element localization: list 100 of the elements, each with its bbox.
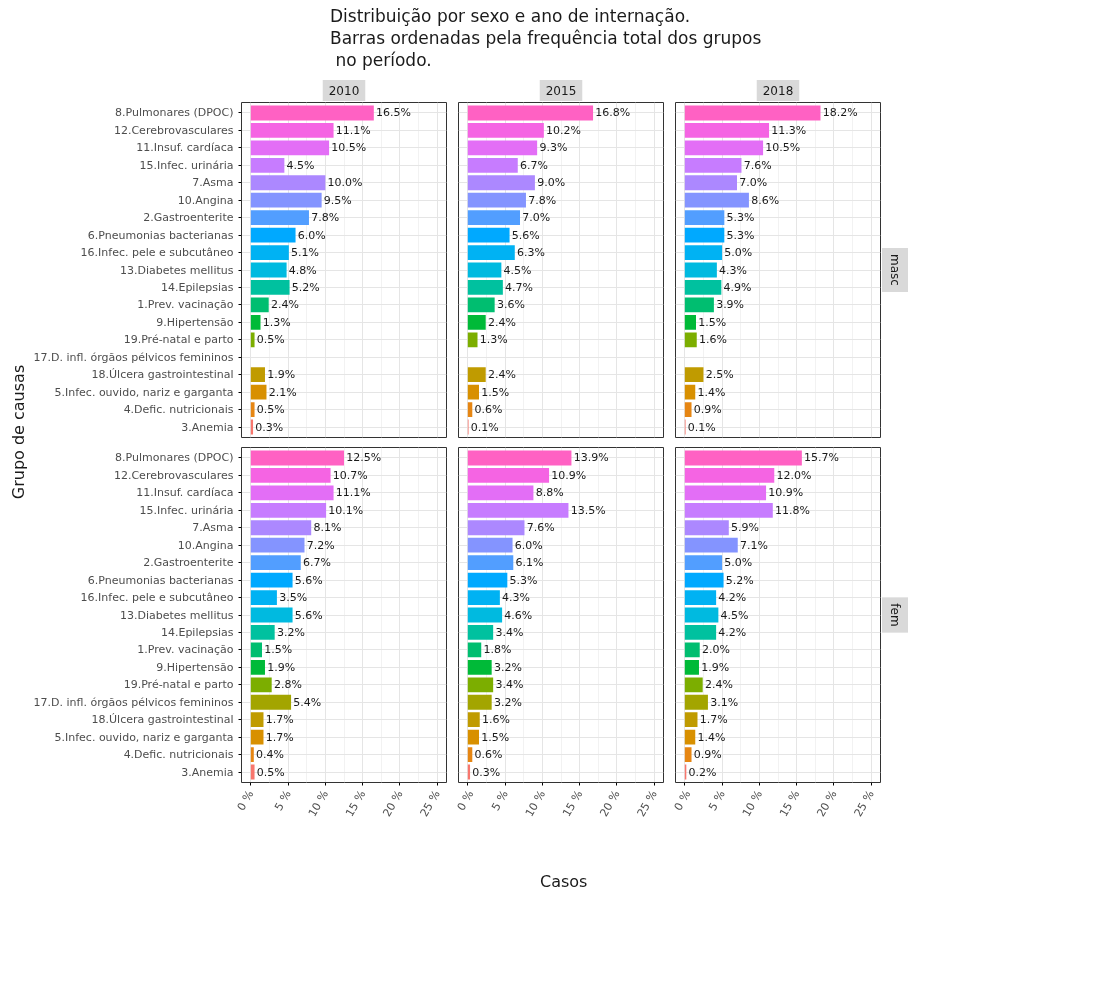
data-label: 3.9% xyxy=(716,298,745,312)
data-label: 1.3% xyxy=(262,316,291,330)
data-label: 3.6% xyxy=(496,298,525,312)
bar xyxy=(467,402,473,418)
bar xyxy=(250,158,285,174)
data-label: 16.5% xyxy=(376,106,412,120)
data-label: 10.5% xyxy=(765,141,801,155)
data-label: 2.4% xyxy=(487,368,516,382)
data-label: 10.2% xyxy=(546,124,582,138)
data-label: 10.9% xyxy=(551,469,587,483)
y-tick-label: 18.Úlcera gastrointestinal xyxy=(91,713,234,727)
x-tick-label: 15 % xyxy=(777,788,803,820)
x-tick-label: 0 % xyxy=(671,788,694,814)
data-label: 0.3% xyxy=(472,765,501,779)
data-label: 1.4% xyxy=(697,385,726,399)
data-label: 0.5% xyxy=(256,403,285,417)
data-label: 3.2% xyxy=(493,661,522,675)
data-label: 1.7% xyxy=(699,713,728,727)
data-label: 5.9% xyxy=(731,521,759,535)
y-tick-label: 14.Epilepsias xyxy=(160,626,234,640)
x-tick-label: 15 % xyxy=(343,788,369,820)
data-label: 4.6% xyxy=(504,608,533,622)
x-tick-label: 0 % xyxy=(454,788,477,814)
data-label: 5.6% xyxy=(511,228,540,242)
bar xyxy=(684,175,737,191)
bar xyxy=(684,123,770,139)
data-label: 8.8% xyxy=(535,486,564,500)
data-label: 1.9% xyxy=(701,661,730,675)
y-tick-label: 6.Pneumonias bacterianas xyxy=(87,573,234,587)
data-label: 0.6% xyxy=(474,403,503,417)
data-label: 11.3% xyxy=(771,124,807,138)
y-tick-label: 9.Hipertensão xyxy=(156,661,234,675)
y-tick-label: 7.Asma xyxy=(192,176,234,190)
data-label: 5.3% xyxy=(509,573,538,587)
data-label: 15.7% xyxy=(804,451,840,465)
y-tick-label: 6.Pneumonias bacterianas xyxy=(87,228,234,242)
data-label: 2.8% xyxy=(273,678,302,692)
x-tick-label: 20 % xyxy=(597,788,623,820)
data-label: 7.8% xyxy=(528,193,557,207)
data-label: 4.7% xyxy=(505,281,534,295)
bar xyxy=(684,315,696,331)
data-label: 7.1% xyxy=(739,538,768,552)
text: Grupo de causas xyxy=(9,365,28,500)
y-tick-label: 19.Pré-natal e parto xyxy=(123,333,234,347)
data-label: 2.5% xyxy=(705,368,734,382)
bar xyxy=(250,105,374,121)
bar xyxy=(250,140,330,156)
x-tick-label: 5 % xyxy=(705,788,728,814)
y-tick-label: 9.Hipertensão xyxy=(156,316,234,330)
data-label: 9.3% xyxy=(539,141,568,155)
chart-title: 2015 xyxy=(545,84,577,99)
x-tick-label: 5 % xyxy=(271,788,294,814)
bar xyxy=(684,105,821,121)
y-tick-label: 5.Infec. ouvido, nariz e garganta xyxy=(54,730,234,744)
y-tick-label: 4.Defic. nutricionais xyxy=(123,748,234,762)
data-label: 16.8% xyxy=(595,106,631,120)
data-label: 4.2% xyxy=(718,626,747,640)
data-label: 4.5% xyxy=(503,263,532,277)
data-label: 6.0% xyxy=(514,538,543,552)
data-label: 13.5% xyxy=(570,504,606,518)
x-tick-label: 20 % xyxy=(814,788,840,820)
x-tick-label: 10 % xyxy=(305,788,331,820)
data-label: 9.5% xyxy=(323,193,352,207)
y-tick-label: 8.Pulmonares (DPOC) xyxy=(115,451,234,465)
y-tick-label: 13.Diabetes mellitus xyxy=(120,263,234,277)
data-label: 5.3% xyxy=(726,228,755,242)
data-label: 7.2% xyxy=(306,538,335,552)
y2-axis-title: masc xyxy=(888,254,902,287)
x-tick-label: 25 % xyxy=(634,788,660,820)
data-label: 13.9% xyxy=(573,451,609,465)
bar xyxy=(250,123,334,139)
data-label: 5.3% xyxy=(726,211,755,225)
bar xyxy=(467,297,495,313)
bar xyxy=(684,367,704,383)
data-label: 0.5% xyxy=(256,765,285,779)
data-label: 3.1% xyxy=(710,696,739,710)
y2-axis-title: fem xyxy=(888,603,902,627)
y-tick-label: 10.Angina xyxy=(177,538,234,552)
data-label: 1.4% xyxy=(697,730,726,744)
data-label: 10.1% xyxy=(328,504,364,518)
y-tick-label: 5.Infec. ouvido, nariz e garganta xyxy=(54,385,234,399)
bar xyxy=(684,332,697,348)
data-label: 12.5% xyxy=(346,451,382,465)
data-label: 6.0% xyxy=(297,228,326,242)
data-label: 0.6% xyxy=(474,748,503,762)
data-label: 11.1% xyxy=(335,486,371,500)
bar xyxy=(467,140,538,156)
data-label: 11.1% xyxy=(335,124,371,138)
text: Distribuição por sexo e ano de internação. Barras ordenadas pela frequência total dos grupos no período. xyxy=(330,5,762,72)
y-tick-label: 1.Prev. vacinação xyxy=(137,298,234,312)
data-label: 4.9% xyxy=(723,281,752,295)
data-label: 5.2% xyxy=(725,573,754,587)
data-label: 4.5% xyxy=(720,608,749,622)
bar xyxy=(467,332,478,348)
y-tick-label: 3.Anemia xyxy=(181,420,234,434)
bar xyxy=(467,105,594,121)
y-tick-label: 18.Úlcera gastrointestinal xyxy=(91,368,234,382)
data-label: 5.2% xyxy=(291,281,320,295)
data-label: 1.6% xyxy=(481,713,510,727)
y-tick-label: 11.Insuf. cardíaca xyxy=(136,486,234,500)
